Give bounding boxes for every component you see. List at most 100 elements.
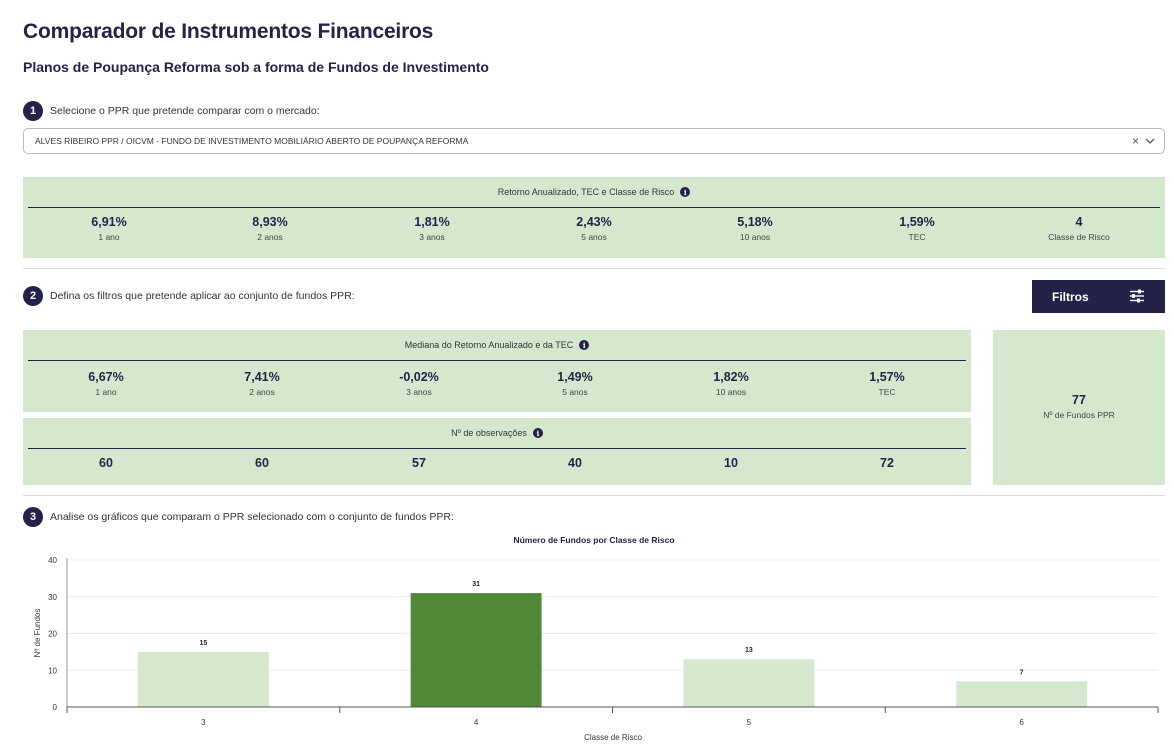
observation-value: 72 [880,456,894,470]
filters-button[interactable]: Filtros [1032,280,1165,313]
bar-data-label: 13 [745,647,753,654]
y-tick-label: 30 [48,593,57,602]
chart-title: Número de Fundos por Classe de Risco [513,535,674,545]
ppr-select[interactable]: ALVES RIBEIRO PPR / OICVM - FUNDO DE INV… [23,128,1165,154]
funds-count-panel: 77 Nº de Fundos PPR [993,330,1165,485]
step-3-number: 3 [23,507,43,527]
chevron-down-icon[interactable] [1145,134,1155,148]
y-tick-label: 10 [48,666,57,675]
ppr-select-value: ALVES RIBEIRO PPR / OICVM - FUNDO DE INV… [35,136,469,146]
section-divider [23,268,1165,269]
y-tick-label: 20 [48,630,57,639]
bar-classe-4 [410,593,542,707]
returns-panel-heading: Retorno Anualizado, TEC e Classe de Risc… [28,177,1160,208]
metric-10-anos: 5,18% 10 anos [700,215,810,242]
clear-selection-icon[interactable]: × [1131,134,1139,148]
metric-value: 1,82% [713,370,749,384]
step-3: 3 Analise os gráficos que comparam o PPR… [23,507,454,527]
metric-label: 2 anos [257,232,283,242]
sliders-icon [1129,289,1145,306]
median-10-anos: 1,82% 10 anos [676,370,786,397]
observations-panel-heading: Nº de observações i [28,418,966,449]
metric-value: -0,02% [399,370,439,384]
observations-panel: Nº de observações i 60 60 57 40 10 72 [23,418,971,485]
funds-count-label: Nº de Fundos PPR [1043,410,1115,420]
metric-5-anos: 2,43% 5 anos [539,215,649,242]
page-subtitle: Planos de Poupança Reforma sob a forma d… [23,59,489,75]
returns-panel: Retorno Anualizado, TEC e Classe de Risc… [23,177,1165,258]
step-1-label: Selecione o PPR que pretende comparar co… [50,105,320,117]
metric-value: 1,59% [899,215,935,229]
median-3-anos: -0,02% 3 anos [364,370,474,397]
observation-value: 60 [255,456,269,470]
step-2-label: Defina os filtros que pretende aplicar a… [50,290,355,302]
metric-label: Classe de Risco [1048,232,1110,242]
metric-value: 6,91% [91,215,127,229]
bar-classe-6 [956,681,1088,707]
metric-value: 1,49% [557,370,593,384]
metric-label: 3 anos [419,232,445,242]
info-icon[interactable]: i [680,187,691,197]
observation-value: 40 [568,456,582,470]
step-1-number: 1 [23,101,43,121]
metric-value: 2,43% [576,215,612,229]
metric-3-anos: 1,81% 3 anos [377,215,487,242]
x-tick-label: 5 [747,718,752,727]
observation-value: 60 [99,456,113,470]
metric-1-ano: 6,91% 1 ano [54,215,164,242]
x-tick-label: 3 [201,718,206,727]
metric-label: TEC [908,232,926,242]
metric-value: 8,93% [252,215,288,229]
step-2: 2 Defina os filtros que pretende aplicar… [23,286,355,306]
metric-value: 6,67% [88,370,124,384]
median-5-anos: 1,49% 5 anos [520,370,630,397]
chart-xlabel: Classe de Risco [584,733,642,742]
median-panel: Mediana do Retorno Anualizado e da TEC i… [23,330,971,412]
funds-count-value: 77 [1072,393,1086,407]
metric-label: TEC [878,387,896,397]
metric-value: 4 [1075,215,1083,229]
observations-heading-text: Nº de observações [451,428,527,438]
bar-data-label: 7 [1020,669,1024,676]
observation-value: 10 [724,456,738,470]
metric-label: 3 anos [406,387,432,397]
page-title: Comparador de Instrumentos Financeiros [23,20,434,43]
observations-3-anos: 57 [364,456,474,470]
observations-5-anos: 40 [520,456,630,470]
metric-label: 10 anos [715,387,747,397]
observations-10-anos: 10 [676,456,786,470]
section-divider [23,495,1165,496]
filters-button-label: Filtros [1052,289,1089,304]
y-tick-label: 0 [53,703,58,712]
observations-1-ano: 60 [51,456,161,470]
median-1-ano: 6,67% 1 ano [51,370,161,397]
median-2-anos: 7,41% 2 anos [207,370,317,397]
metric-classe-risco: 4 Classe de Risco [1024,215,1134,242]
info-icon[interactable]: i [532,428,543,438]
metric-value: 1,81% [414,215,450,229]
returns-heading-text: Retorno Anualizado, TEC e Classe de Risc… [497,187,675,197]
observations-tec: 72 [832,456,942,470]
metric-tec: 1,59% TEC [862,215,972,242]
median-panel-heading: Mediana do Retorno Anualizado e da TEC i [28,330,966,361]
metric-label: 5 anos [581,232,607,242]
metric-label: 10 anos [739,232,771,242]
chart-ylabel: Nº de Fundos [33,609,42,658]
metric-value: 1,57% [869,370,905,384]
metric-label: 2 anos [249,387,275,397]
bar-classe-3 [137,651,269,707]
x-tick-label: 6 [1019,718,1024,727]
funds-count: 77 Nº de Fundos PPR [999,393,1159,420]
info-icon[interactable]: i [579,340,590,350]
observations-2-anos: 60 [207,456,317,470]
median-heading-text: Mediana do Retorno Anualizado e da TEC [404,340,574,350]
observation-value: 57 [412,456,426,470]
metric-label: 1 ano [95,387,117,397]
bar-classe-5 [683,659,815,707]
metric-value: 7,41% [244,370,280,384]
step-2-number: 2 [23,286,43,306]
y-tick-label: 40 [48,556,57,565]
x-tick-label: 4 [474,718,479,727]
step-3-label: Analise os gráficos que comparam o PPR s… [50,511,454,523]
